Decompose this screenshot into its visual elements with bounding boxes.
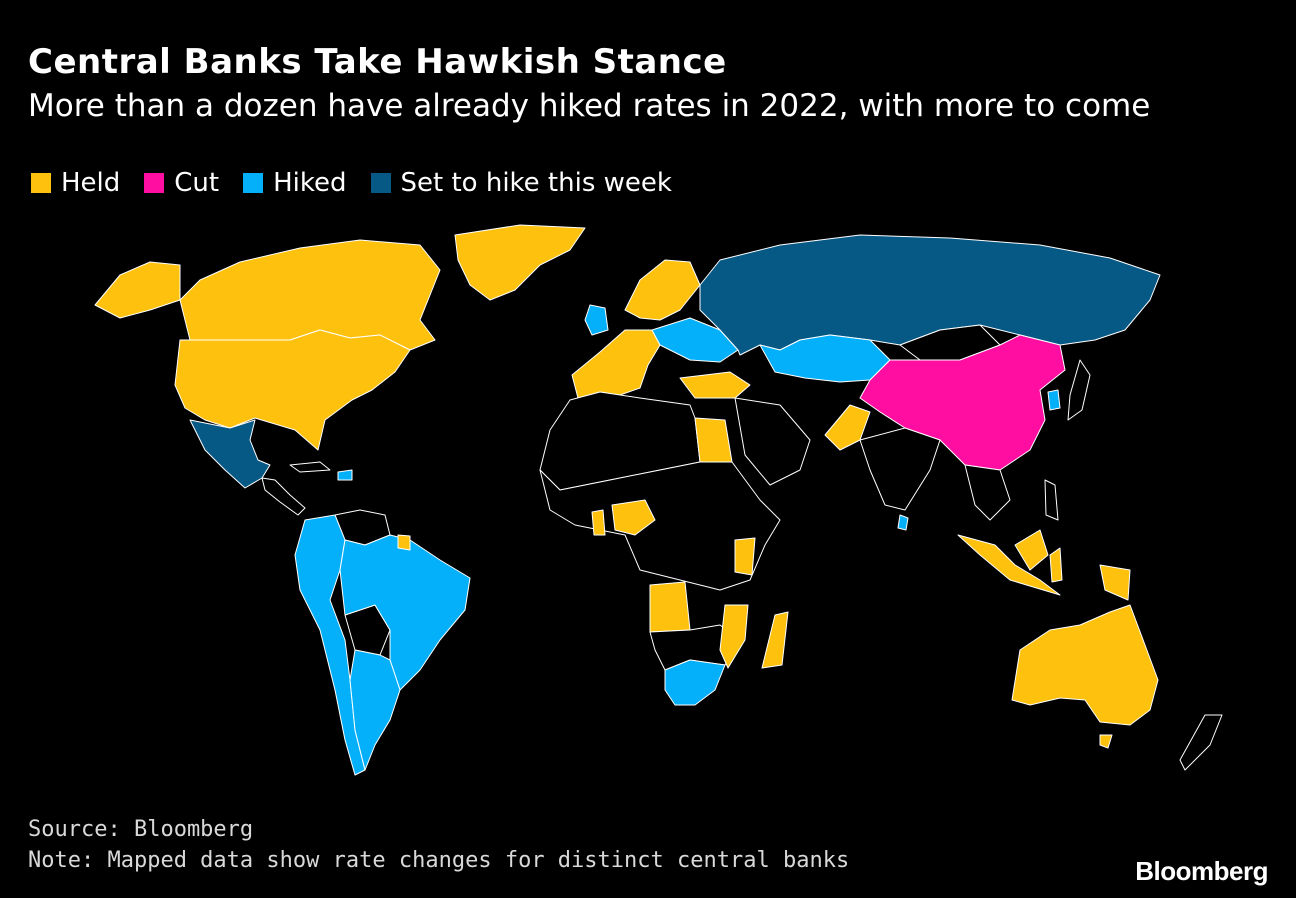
region-turkey [679,371,751,399]
region-egypt [694,417,733,463]
region-indonesia [957,534,1061,596]
region-south-africa [664,659,726,706]
region-scandinavia [624,259,701,321]
legend-item-cut: Cut [144,166,219,200]
region-china [859,334,1066,471]
region-madagascar [761,611,789,669]
region-pakistan [824,404,871,451]
legend-swatch-set-to-hike [370,173,391,193]
region-united-kingdom [584,304,609,336]
legend-label-hiked: Hiked [273,168,347,198]
legend-item-hiked: Hiked [243,166,347,200]
legend-item-held: Held [31,166,120,200]
region-arabia [734,397,811,486]
legend-swatch-hiked [243,173,264,193]
legend-item-set-to-hike: Set to hike this week [370,166,672,200]
region-new-zealand [1179,714,1223,771]
legend-label-cut: Cut [174,168,220,198]
region-russia [699,234,1161,356]
region-borneo [1014,529,1049,571]
legend-label-set-to-hike: Set to hike this week [400,168,672,198]
region-angola [649,581,691,633]
legend-label-held: Held [61,168,121,198]
chart-title: Central Banks Take Hawkish Stance [28,42,727,82]
region-central-europe [651,317,739,363]
chart-subtitle: More than a dozen have already hiked rat… [28,88,1151,124]
region-western-europe [571,329,661,399]
legend-swatch-cut [144,173,165,193]
region-sri-lanka [897,514,909,531]
region-japan [1067,359,1091,421]
region-south-korea [1047,389,1061,411]
region-argentina [349,649,401,771]
region-mozambique [719,604,749,669]
legend-swatch-held [31,173,51,193]
region-nigeria [611,499,656,536]
source-note: Source: Bloomberg [28,817,254,842]
region-greenland [454,224,586,301]
region-australia [1011,604,1159,726]
legend: Held Cut Hiked Set to hike this week [31,166,672,200]
region-philippines [1044,479,1059,521]
bloomberg-logo: Bloomberg [1135,856,1268,886]
region-mexico [189,419,271,489]
region-cuba [289,461,331,473]
region-central-america [261,477,306,516]
footer-notes: Source: Bloomberg Note: Mapped data show… [28,814,849,876]
region-sulawesi [1049,547,1063,583]
region-kenya [734,537,756,576]
region-dominican-republic [337,469,353,481]
region-papua [1099,564,1131,601]
region-southeast-asia [964,464,1011,521]
region-tasmania [1099,734,1113,749]
region-suriname [397,534,411,551]
data-note: Note: Mapped data show rate changes for … [28,848,850,873]
region-ghana [591,509,606,536]
region-united-states [174,329,411,451]
region-alaska [94,261,181,319]
region-india [859,427,941,511]
world-map [94,224,1223,776]
